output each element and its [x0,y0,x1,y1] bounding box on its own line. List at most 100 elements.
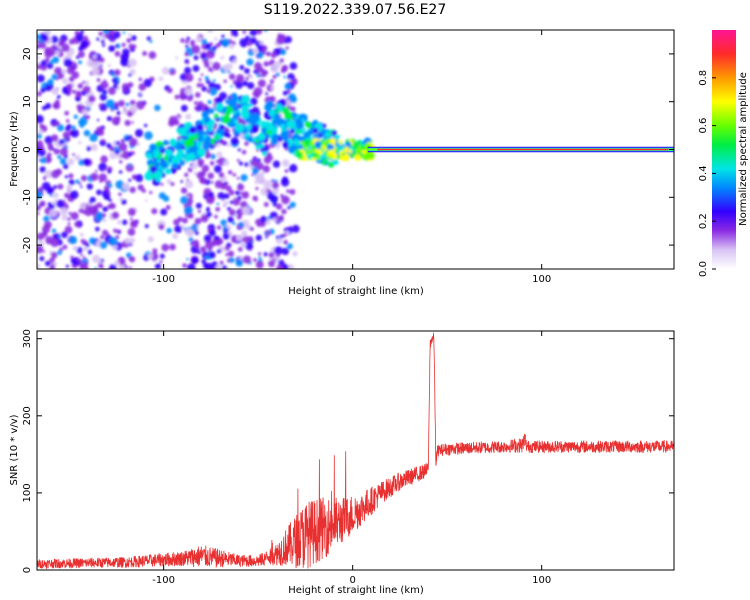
spectrogram-blob [128,73,132,77]
spectrogram-blob [180,196,189,205]
spectrogram-blob [52,56,60,64]
spectrogram-blob [188,213,194,219]
spectrogram-blob [129,99,136,106]
spectrogram-blob [260,187,269,196]
spectrogram-blob [57,250,63,256]
spectrogram-blob [37,205,41,211]
spectrogram-blob [125,163,134,172]
y-tick-label: 100 [22,483,33,502]
spectrogram-blob [263,252,268,257]
spectrogram-blob [43,215,50,223]
spectrogram-blob [129,137,138,147]
spectrogram-blob [116,111,121,116]
spectrogram-blob [174,225,183,234]
spectrogram-blob [37,133,42,139]
spectrogram-blob [209,87,218,96]
spectrogram-blob [99,93,108,101]
spectrogram-blob [44,135,53,145]
spectrogram-blob [102,229,109,236]
spectrogram-blob [283,75,287,79]
spectrogram-blob [247,236,254,242]
y-tick-label: 20 [22,48,33,61]
spectrogram-blob [126,252,132,258]
spectrogram-blob [250,158,258,167]
spectrogram-blob [37,129,43,135]
spectrogram-blob [84,80,90,86]
spectrogram-blob [37,44,42,49]
spectrogram-blob [246,58,254,66]
spectrogram-blob [68,179,75,186]
y-tick-label: 0 [22,567,33,573]
spectrogram-blob [264,70,269,75]
spectrogram-blob [228,209,236,216]
spectrogram-blob [50,263,54,267]
spectrogram-blob [208,60,214,65]
spectrogram-blob [238,161,244,166]
spectrogram-blob [221,38,230,47]
spectrogram-blob [99,179,103,183]
spectrogram-blob [76,33,84,42]
spectrogram-blob [195,141,203,148]
spectrogram-blob [68,76,75,82]
spectrogram-blob [288,163,298,173]
spectrogram-blob [129,104,138,113]
spectrogram-blob [188,237,194,242]
spectrogram-blob [57,72,65,80]
spectrogram-blob [235,234,243,242]
spectrogram-blob [66,217,71,221]
spectrogram-blob [83,246,88,252]
spectrogram-blob [40,157,47,164]
spectrogram-blob [46,187,54,195]
spectrogram-blob [99,57,105,63]
spectrogram-blob [96,118,100,122]
spectrogram-blob [295,121,304,130]
spectrogram-blob [276,35,285,45]
spectrogram-blob [286,189,290,193]
spectrogram-blob [232,197,241,206]
spectrogram-blob [77,83,83,89]
spectrogram-blob [60,207,68,216]
spectrogram-blob [131,151,135,155]
spectrogram-blob [106,143,112,149]
spectrogram-blob [129,68,136,76]
spectrogram-blob [97,259,102,265]
spectrogram-ylabel: Frequency (Hz) [9,111,20,187]
spectrogram-blob [68,38,75,45]
spectrogram-blob [283,239,288,245]
colorbar-tick-label: 0.6 [698,118,709,134]
spectrogram-blob [290,106,296,112]
spectrogram-blob [94,169,98,173]
spectrogram-blob [174,94,180,100]
spectrogram-blob [266,189,269,193]
spectrogram-blob [37,55,40,60]
spectrogram-blob [214,214,218,219]
spectrogram-blob [122,31,126,34]
spectrogram-blob [244,242,253,251]
spectrogram-blob [98,173,108,182]
spectrogram-blob [83,85,91,94]
spectrogram-blob [62,163,69,170]
spectrogram-blob [224,245,230,251]
spectrogram-blob [219,260,224,265]
spectrogram-blob [215,236,220,241]
spectrogram-blob [240,110,247,116]
spectrogram-blob [221,265,228,269]
spectrogram-blob [127,64,131,68]
spectrogram-blob [239,64,245,71]
spectrogram-blob [50,134,59,142]
spectrogram-blob [51,228,57,234]
spectrogram-blob [197,251,201,255]
spectrogram-blob [98,263,104,269]
spectrogram-blob [223,160,230,167]
spectrogram-blob [149,40,153,44]
spectrogram-blob [207,172,215,180]
spectrogram-blob [76,104,83,110]
spectrogram-blob [283,66,287,70]
spectrogram-blob [47,142,54,149]
spectrogram-blob [80,175,88,182]
spectrogram-blob [257,79,266,88]
spectrogram-blob [115,235,120,240]
spectrogram-blob [90,209,96,216]
spectrogram-blob [64,110,70,116]
spectrogram-blob [269,59,275,65]
